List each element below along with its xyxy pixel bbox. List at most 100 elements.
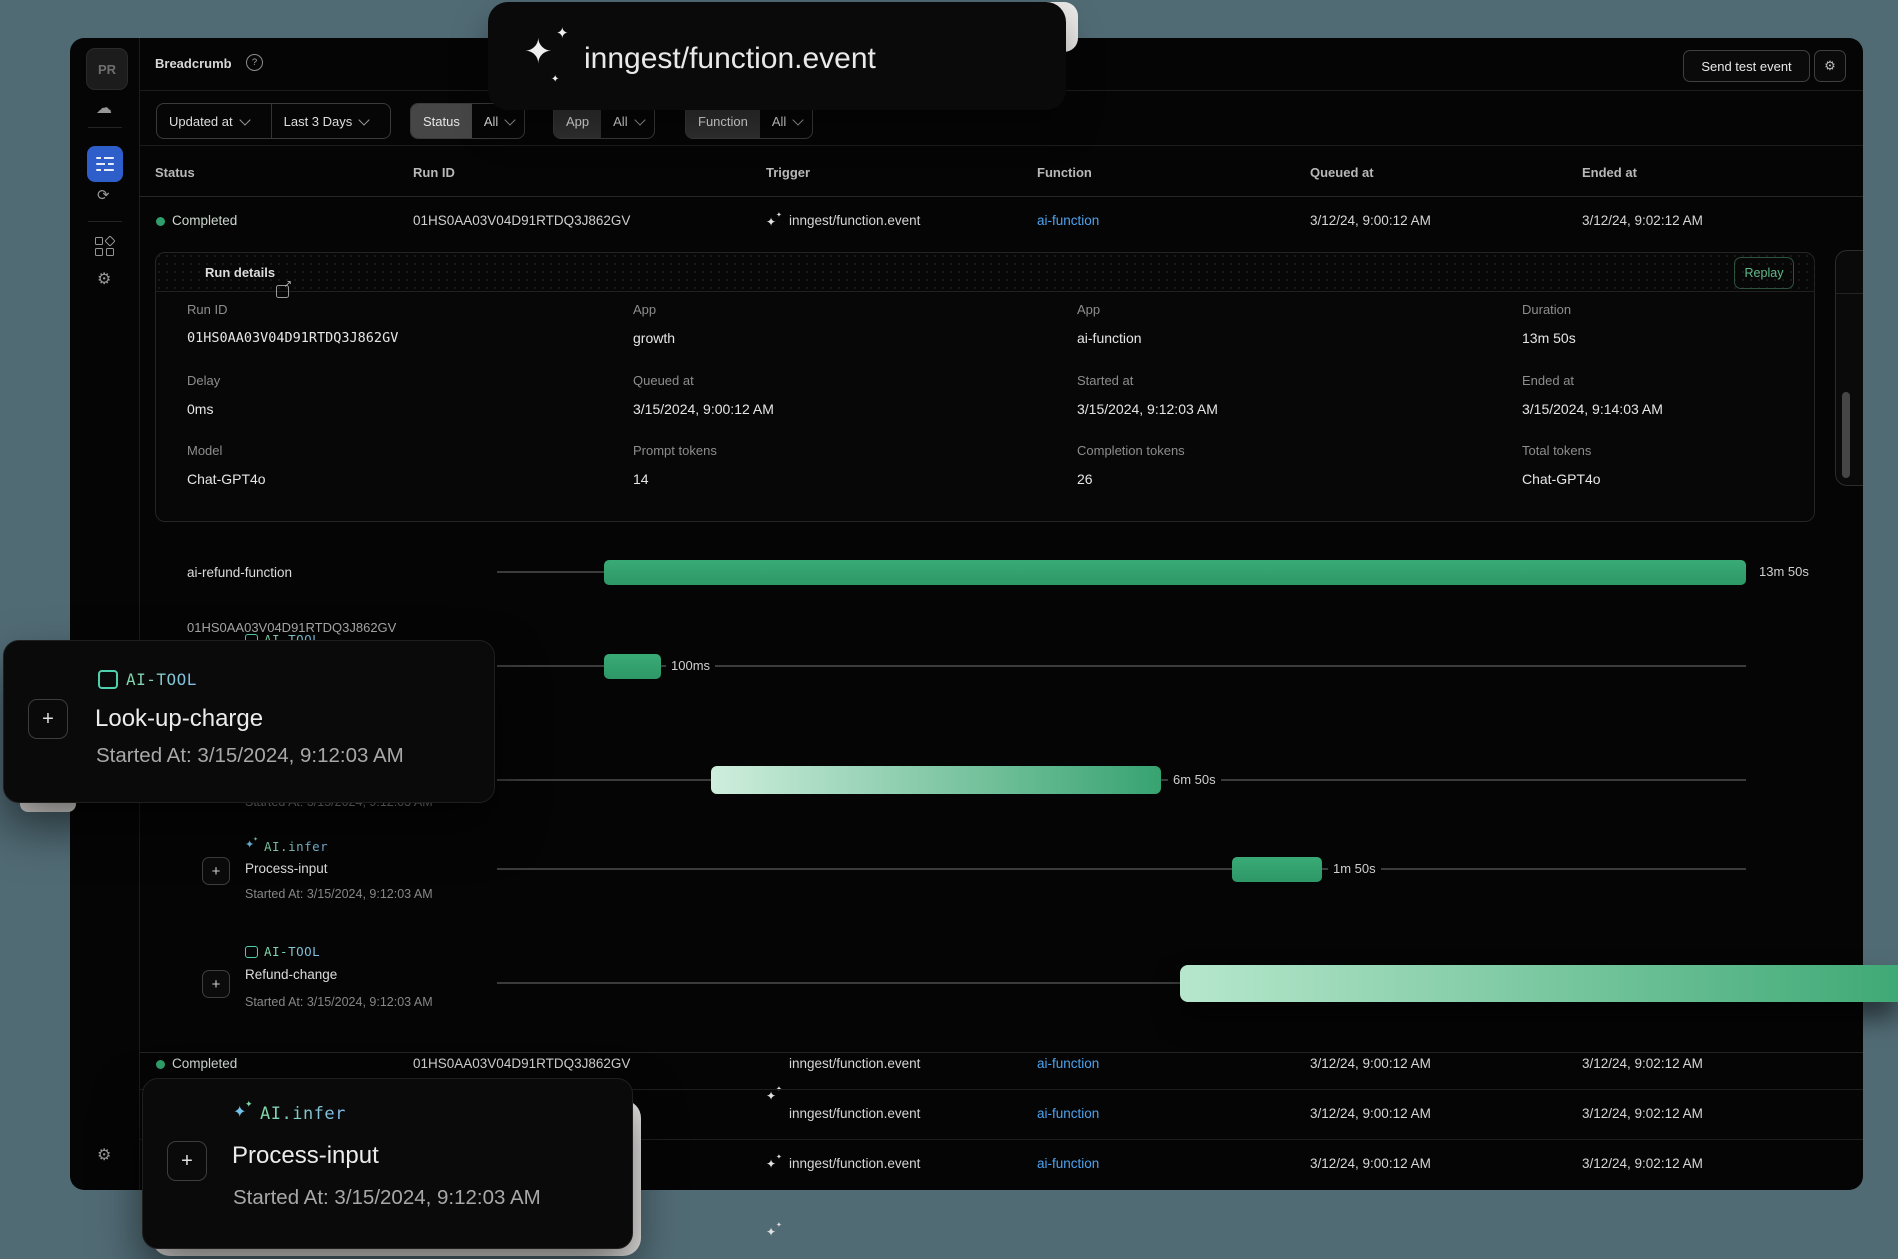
timeline-bar-step2[interactable]	[711, 766, 1161, 794]
step-type: ✦✦ AI.infer	[245, 837, 329, 854]
timeline-track	[497, 868, 1746, 870]
timeline-root-name: ai-refund-function	[187, 565, 293, 580]
status-filter-chip: Status	[411, 104, 472, 138]
queued-cell: 3/12/24, 9:00:12 AM	[1310, 1106, 1431, 1121]
field-value-app-link[interactable]: ai-function	[1077, 330, 1142, 346]
function-link[interactable]: ai-function	[1037, 1056, 1100, 1071]
timeline-track	[497, 982, 1180, 984]
status-filter-value: All	[483, 113, 499, 129]
tooltip-step-type: ✦ ✦ AI.infer	[233, 1099, 346, 1125]
field-value: 13m 50s	[1522, 330, 1576, 346]
duration-label: 13m 50s	[1759, 564, 1809, 579]
field-value: 0ms	[187, 401, 214, 417]
filterbar-divider	[139, 145, 1863, 146]
table-row[interactable]: Completed 01HS0AA03V04D91RTDQ3J862GV ✦✦ …	[0, 0, 1898, 229]
status-dot	[156, 217, 165, 226]
timeline-track	[497, 665, 1746, 667]
ai-tool-icon	[245, 945, 258, 958]
column-header-trigger: Trigger	[766, 165, 811, 180]
app-filter-value: All	[613, 113, 628, 129]
timeline-bar-step4[interactable]	[1180, 965, 1898, 1002]
function-link[interactable]: ai-function	[1037, 1156, 1100, 1171]
queued-cell: 3/12/24, 9:00:12 AM	[1310, 1056, 1431, 1071]
ai-infer-icon: ✦✦	[245, 837, 259, 851]
field-value: Chat-GPT4o	[1522, 471, 1601, 487]
ai-infer-icon: ✦✦	[233, 1099, 253, 1121]
sparkles-icon: ✦	[524, 33, 553, 71]
expand-step-button[interactable]: +	[167, 1141, 207, 1181]
sparkles-icon: ✦	[551, 74, 560, 85]
column-header-queued: Queued at	[1310, 165, 1374, 180]
timeline-bar-root[interactable]	[604, 560, 1746, 585]
column-header-runid: Run ID	[413, 165, 455, 180]
settings-icon[interactable]: ⚙	[97, 271, 112, 288]
timeline-bar-step3[interactable]	[1232, 857, 1322, 882]
function-link[interactable]: ai-function	[1037, 1106, 1100, 1121]
sort-filter-label: Updated at	[169, 113, 233, 129]
page-title: Breadcrumb	[155, 56, 232, 71]
function-link[interactable]: ai-function	[1037, 213, 1100, 228]
field-value: 3/15/2024, 9:14:03 AM	[1522, 401, 1663, 417]
table-row[interactable]: Completed 01HS0AA03V04D91RTDQ3J862GV ✦✦ …	[0, 31, 1898, 1103]
step-started-at: Started At: 3/15/2024, 9:12:03 AM	[245, 887, 433, 901]
sidebar-separator	[88, 127, 122, 128]
sort-range-filter[interactable]: Updated at Last 3 Days	[156, 103, 392, 139]
apps-grid-icon[interactable]	[95, 235, 116, 256]
external-link-icon[interactable]: ↗	[276, 279, 292, 298]
help-icon[interactable]: ?	[246, 54, 263, 71]
ai-tool-icon	[98, 670, 118, 689]
send-test-event-button[interactable]: Send test event	[1683, 50, 1810, 82]
side-panel-divider	[1836, 293, 1863, 294]
sparkles-icon: ✦✦	[766, 1086, 782, 1103]
cloud-icon[interactable]: ☁	[96, 100, 112, 117]
status-dot	[156, 1060, 165, 1069]
trigger-cell: inngest/function.event	[789, 1156, 921, 1171]
ended-cell: 3/12/24, 9:02:12 AM	[1582, 213, 1703, 228]
event-pill[interactable]	[488, 2, 1066, 110]
tooltip-step-started: Started At: 3/15/2024, 9:12:03 AM	[96, 744, 404, 767]
column-header-status: Status	[155, 165, 195, 180]
expand-step-button[interactable]: +	[202, 970, 230, 998]
table-divider	[139, 1052, 1863, 1053]
scrollbar-thumb[interactable]	[1842, 392, 1850, 478]
expand-step-button[interactable]: +	[202, 857, 230, 885]
field-value-app-link[interactable]: growth	[633, 330, 676, 346]
range-filter-label: Last 3 Days	[283, 113, 353, 129]
avatar[interactable]: PR	[86, 48, 128, 90]
sync-icon[interactable]: ⟳	[97, 187, 110, 204]
runid-cell: 01HS0AA03V04D91RTDQ3J862GV	[413, 213, 631, 228]
event-pill-label: inngest/function.event	[584, 42, 876, 75]
ended-cell: 3/12/24, 9:02:12 AM	[1582, 1106, 1703, 1121]
function-filter-value: All	[771, 113, 787, 129]
field-value: 3/15/2024, 9:12:03 AM	[1077, 401, 1218, 417]
queued-cell: 3/12/24, 9:00:12 AM	[1310, 1156, 1431, 1171]
field-label: App	[633, 302, 657, 317]
field-value: 26	[1077, 471, 1093, 487]
trigger-cell: inngest/function.event	[789, 1056, 921, 1071]
sidebar-divider	[139, 38, 140, 1190]
main-window	[70, 38, 1863, 1190]
table-divider	[139, 1089, 1863, 1090]
tooltip-step-name: Look-up-charge	[95, 705, 264, 732]
step-tooltip-card	[3, 640, 495, 803]
tooltip-step-name: Process-input	[232, 1142, 379, 1169]
sidebar-item-runs-active[interactable]	[87, 146, 123, 182]
table-divider	[139, 1139, 1863, 1140]
expand-step-button[interactable]: +	[28, 699, 68, 739]
settings-icon-bottom[interactable]: ⚙	[97, 1147, 112, 1164]
field-value-runid: 01HS0AA03V04D91RTDQ3J862GV	[187, 330, 399, 346]
replay-button[interactable]: Replay	[1734, 257, 1794, 289]
sparkles-icon: ✦✦	[766, 1222, 782, 1239]
field-value: Chat-GPT4o	[187, 471, 266, 487]
duration-label: 1m 50s	[1328, 860, 1381, 878]
timeline-bar-step1[interactable]	[604, 654, 661, 679]
field-value: 3/15/2024, 9:00:12 AM	[633, 401, 774, 417]
step-started-at: Started At: 3/15/2024, 9:12:03 AM	[245, 995, 433, 1009]
field-label: Completion tokens	[1077, 443, 1185, 458]
gear-button[interactable]: ⚙	[1814, 50, 1846, 82]
tooltip-step-type: AI-TOOL	[98, 670, 197, 689]
status-cell: Completed	[172, 213, 238, 228]
run-details-title: Run details	[205, 265, 276, 280]
chevron-down-icon	[633, 113, 646, 126]
